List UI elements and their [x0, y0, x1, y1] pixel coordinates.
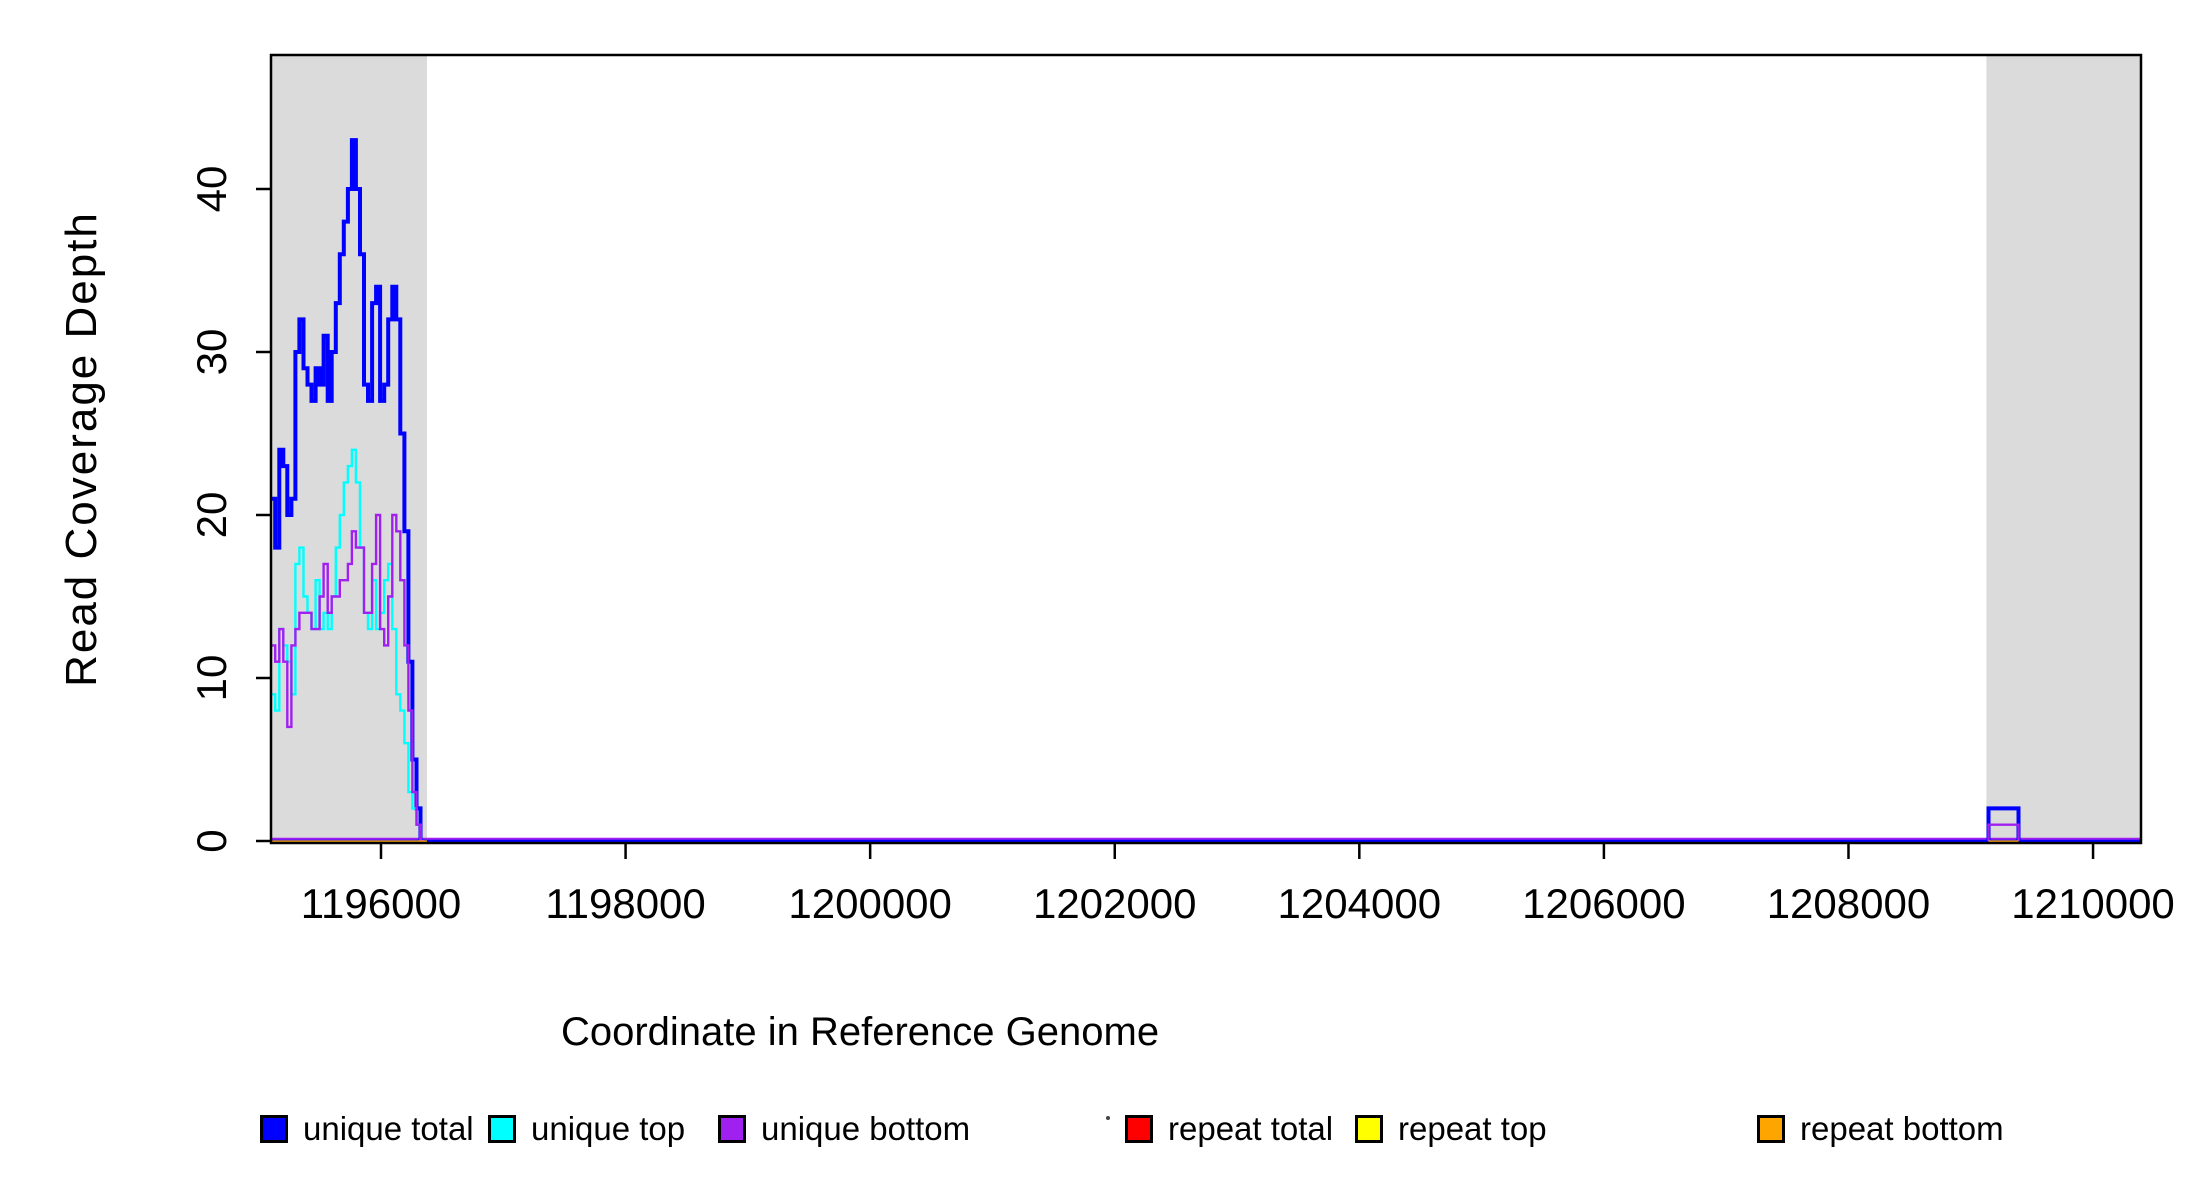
legend-item-repeat-top: repeat top — [1355, 1112, 1547, 1146]
legend-label: repeat top — [1398, 1110, 1547, 1147]
legend-swatch-unique-total — [260, 1115, 288, 1143]
x-axis-title: Coordinate in Reference Genome — [560, 1010, 1160, 1054]
legend-item-repeat-total: repeat total — [1125, 1112, 1333, 1146]
x-tick-label-1198000: 1198000 — [545, 880, 706, 927]
series-unique-top — [271, 448, 425, 843]
legend-label: unique top — [531, 1110, 686, 1147]
legend-swatch-repeat-top — [1355, 1115, 1383, 1143]
stray-mark — [1106, 1116, 1110, 1120]
x-tick-label-1206000: 1206000 — [1522, 880, 1686, 927]
legend-item-unique-total: unique total — [260, 1112, 474, 1146]
x-tick-label-1204000: 1204000 — [1277, 880, 1442, 927]
legend-item-unique-bottom: unique bottom — [718, 1112, 970, 1146]
legend-item-repeat-bottom: repeat bottom — [1757, 1112, 2004, 1146]
x-tick-label-1208000: 1208000 — [1766, 880, 1931, 927]
legend-label: unique bottom — [761, 1110, 971, 1147]
y-tick-label-40: 40 — [188, 165, 235, 213]
x-tick-label-1200000: 1200000 — [788, 880, 952, 927]
legend-swatch-repeat-bottom — [1757, 1115, 1785, 1143]
y-axis-title: Read Coverage Depth — [57, 211, 106, 687]
right-region-coverage-box-unique_bottom_depth — [1987, 823, 2020, 841]
x-tick-label-1210000: 1210000 — [2011, 880, 2175, 927]
legend-label: repeat total — [1168, 1110, 1334, 1147]
x-tick-label-1202000: 1202000 — [1032, 880, 1197, 927]
legend-swatch-repeat-total — [1125, 1115, 1153, 1143]
series-unique-total — [271, 138, 425, 843]
legend-swatch-unique-top — [488, 1115, 516, 1143]
legend-label: unique total — [303, 1110, 474, 1147]
legend-label: repeat bottom — [1800, 1110, 2004, 1147]
right-repeat-region — [1986, 55, 2141, 843]
legend-item-unique-top: unique top — [488, 1112, 685, 1146]
x-tick-label-1196000: 1196000 — [300, 880, 462, 927]
plot-border — [269, 53, 2143, 845]
series-unique-bottom — [271, 513, 425, 843]
legend-swatch-unique-bottom — [718, 1115, 746, 1143]
